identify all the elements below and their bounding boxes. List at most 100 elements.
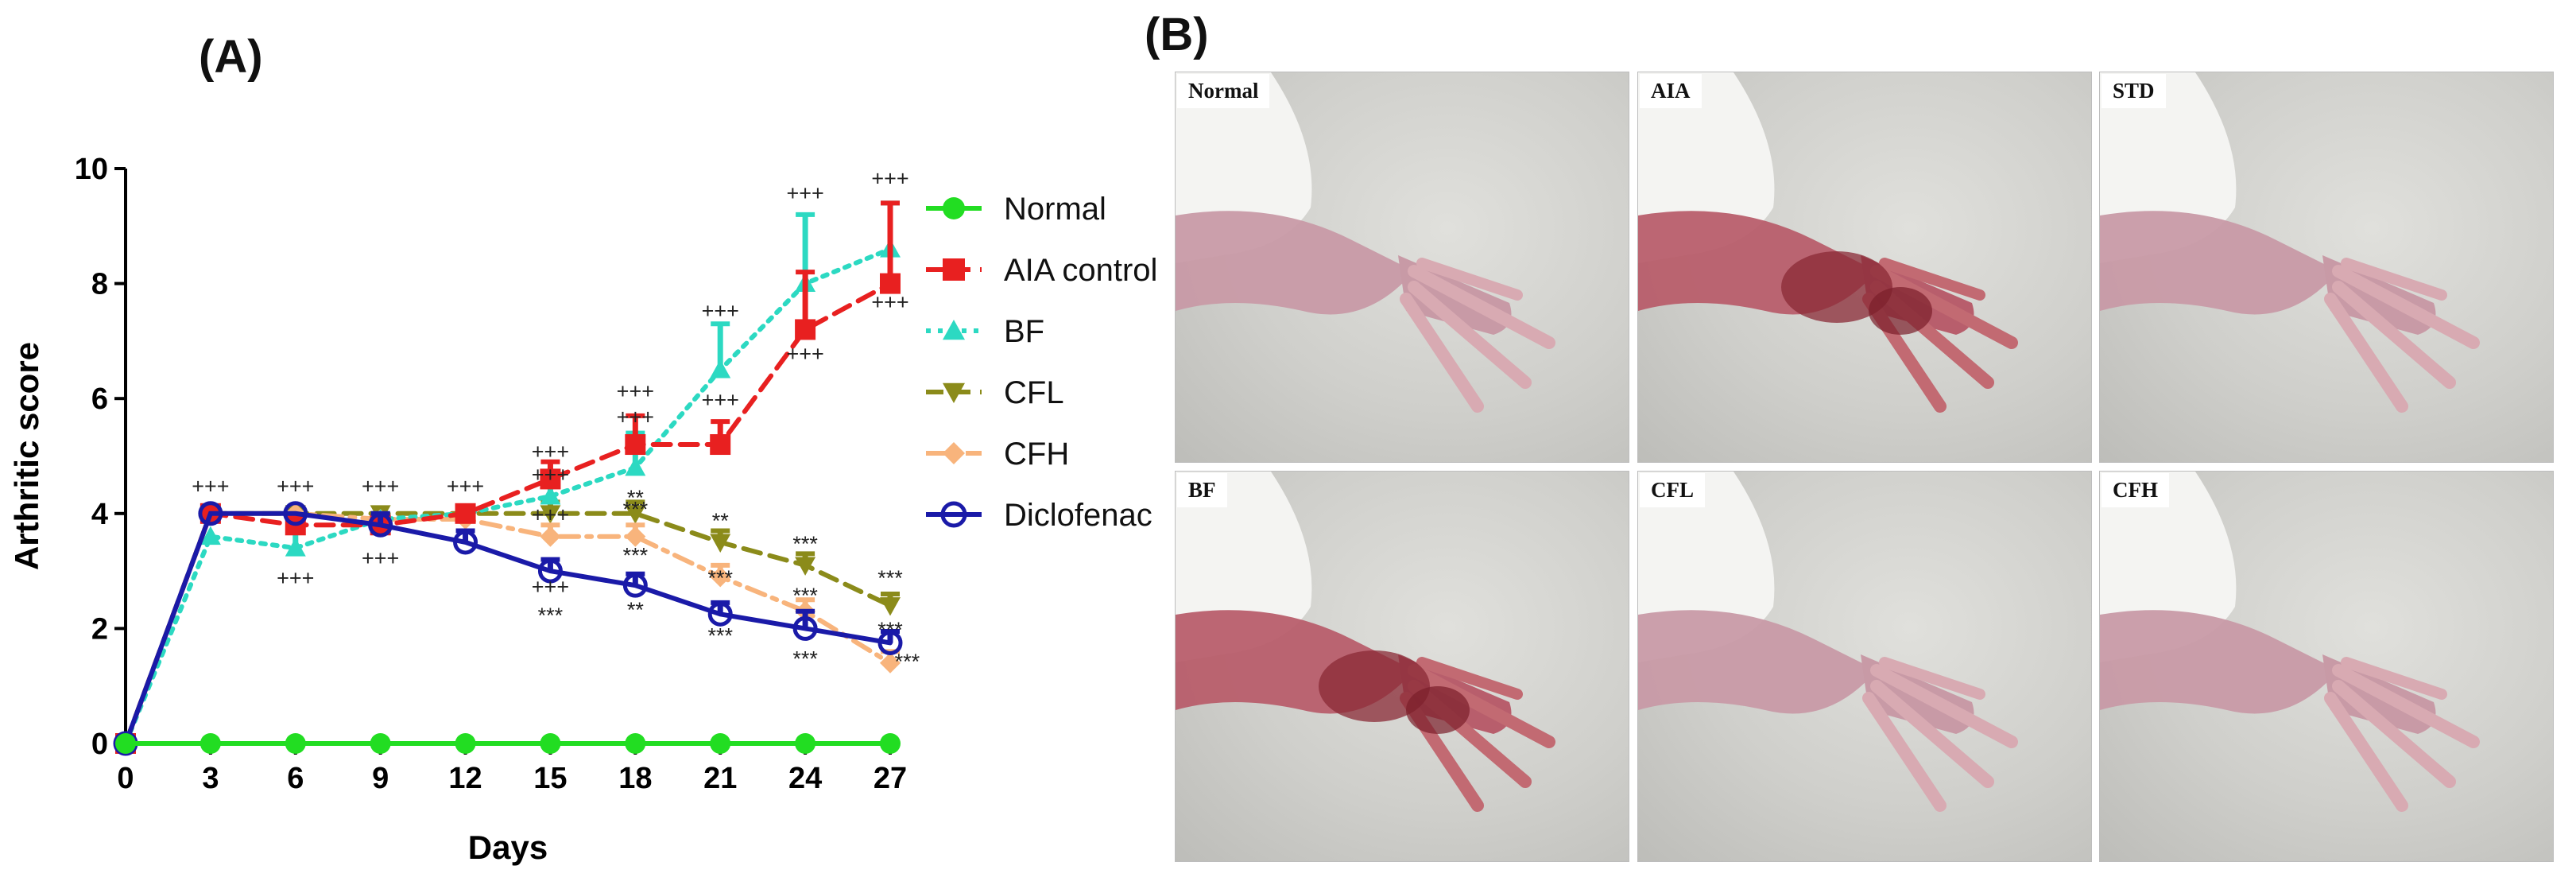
legend-marker-normal — [943, 197, 965, 219]
significance-annotation: *** — [792, 532, 818, 556]
significance-annotation: +++ — [702, 299, 739, 323]
data-point-normal — [710, 733, 731, 754]
data-point-normal — [455, 733, 476, 754]
significance-annotation: +++ — [871, 167, 908, 191]
legend-marker-bf — [943, 320, 965, 340]
data-point-diclofenac — [792, 615, 818, 641]
legend-label-cfl: CFL — [1004, 375, 1064, 410]
significance-annotation: +++ — [277, 474, 314, 498]
photo-label-bf: BF — [1177, 473, 1227, 507]
data-point-cfl — [880, 597, 901, 616]
legend-label-normal: Normal — [1004, 192, 1106, 227]
data-point-cfh — [625, 526, 646, 547]
legend-marker-cfh — [943, 442, 965, 464]
significance-annotation: +++ — [871, 290, 908, 314]
photo-label-std: STD — [2101, 74, 2166, 108]
data-point-normal — [880, 733, 901, 754]
significance-annotation: +++ — [786, 181, 823, 205]
data-point-cfl — [795, 557, 816, 576]
significance-annotation: +++ — [192, 474, 229, 498]
x-tick-label: 24 — [788, 762, 822, 795]
data-point-bf — [540, 486, 561, 505]
significance-annotation: ** — [627, 486, 645, 510]
significance-annotation: *** — [895, 650, 920, 674]
data-point-normal — [540, 733, 561, 754]
significance-annotation: +++ — [447, 474, 484, 498]
paw-photo-std: STD — [2099, 72, 2554, 463]
significance-annotation: *** — [538, 604, 564, 627]
y-tick-label: 10 — [75, 153, 108, 186]
data-point-aia-control — [625, 434, 646, 456]
significance-annotation: *** — [707, 566, 733, 590]
paw-photo-normal: Normal — [1175, 72, 1629, 463]
significance-annotation: +++ — [362, 474, 399, 498]
data-point-aia-control — [710, 434, 731, 456]
data-point-diclofenac — [622, 573, 648, 598]
data-point-bf — [710, 359, 731, 379]
paw-photo-bf: BF — [1175, 471, 1629, 862]
significance-annotation: ** — [627, 598, 645, 622]
legend-label-diclofenac: Diclofenac — [1004, 498, 1152, 533]
x-tick-label: 0 — [117, 762, 134, 795]
significance-annotation: *** — [707, 623, 733, 647]
y-tick-label: 4 — [91, 498, 108, 531]
data-point-normal — [115, 733, 136, 754]
series-line-diclofenac — [123, 510, 893, 746]
x-axis-title: Days — [468, 829, 548, 866]
significance-annotation: +++ — [532, 440, 569, 464]
significance-annotation: *** — [792, 646, 818, 670]
data-point-normal — [370, 733, 391, 754]
y-tick-label: 0 — [91, 728, 108, 761]
significance-annotation: *** — [877, 566, 903, 590]
legend-marker-diclofenac — [940, 501, 967, 528]
significance-annotation: *** — [623, 543, 649, 567]
data-point-normal — [199, 733, 221, 754]
panel-b-label: (B) — [1145, 9, 1209, 60]
paw-illustration — [2100, 72, 2480, 413]
x-tick-label: 3 — [202, 762, 219, 795]
series-line-cfh — [123, 510, 893, 746]
data-point-cfh — [710, 566, 731, 588]
y-axis-title: Arthritic score — [8, 342, 45, 570]
x-tick-label: 9 — [372, 762, 389, 795]
data-point-diclofenac — [368, 512, 393, 538]
paw-illustration — [2100, 472, 2480, 812]
x-tick-label: 12 — [448, 762, 482, 795]
series-line-bf — [123, 247, 893, 746]
paw-photo-cfh: CFH — [2099, 471, 2554, 862]
series-line-aia-control — [123, 281, 893, 746]
x-tick-label: 6 — [287, 762, 304, 795]
x-tick-label: 21 — [703, 762, 737, 795]
data-point-aia-control — [540, 468, 561, 490]
photo-label-cfh: CFH — [2101, 473, 2169, 507]
data-point-diclofenac — [877, 630, 903, 655]
x-tick-label: 27 — [874, 762, 907, 795]
photo-label-normal: Normal — [1177, 74, 1270, 108]
significance-annotation: *** — [792, 584, 818, 608]
panel-a-label: (A) — [199, 31, 263, 83]
significance-annotation: *** — [877, 618, 903, 642]
significance-annotation: +++ — [532, 463, 569, 487]
y-tick-label: 2 — [91, 612, 108, 646]
paw-illustration — [1638, 72, 2018, 413]
legend-label-cfh: CFH — [1004, 437, 1069, 472]
series-line-cfl — [123, 510, 893, 746]
photo-label-cfl: CFL — [1640, 473, 1705, 507]
data-point-diclofenac — [707, 601, 733, 627]
data-point-cfh — [540, 526, 561, 547]
data-point-aia-control — [880, 273, 901, 294]
x-tick-label: 15 — [533, 762, 567, 795]
data-point-aia-control — [455, 503, 476, 524]
significance-annotation: +++ — [617, 379, 654, 403]
data-point-bf — [199, 526, 221, 545]
data-point-normal — [795, 733, 816, 754]
data-point-diclofenac — [283, 501, 308, 526]
significance-annotation: +++ — [617, 406, 654, 429]
paw-illustration — [1176, 472, 1555, 812]
significance-annotation: +++ — [277, 566, 314, 590]
data-point-normal — [285, 733, 306, 754]
legend-label-bf: BF — [1004, 314, 1044, 349]
legend-marker-cfl — [943, 382, 965, 403]
significance-annotation: *** — [623, 497, 649, 521]
